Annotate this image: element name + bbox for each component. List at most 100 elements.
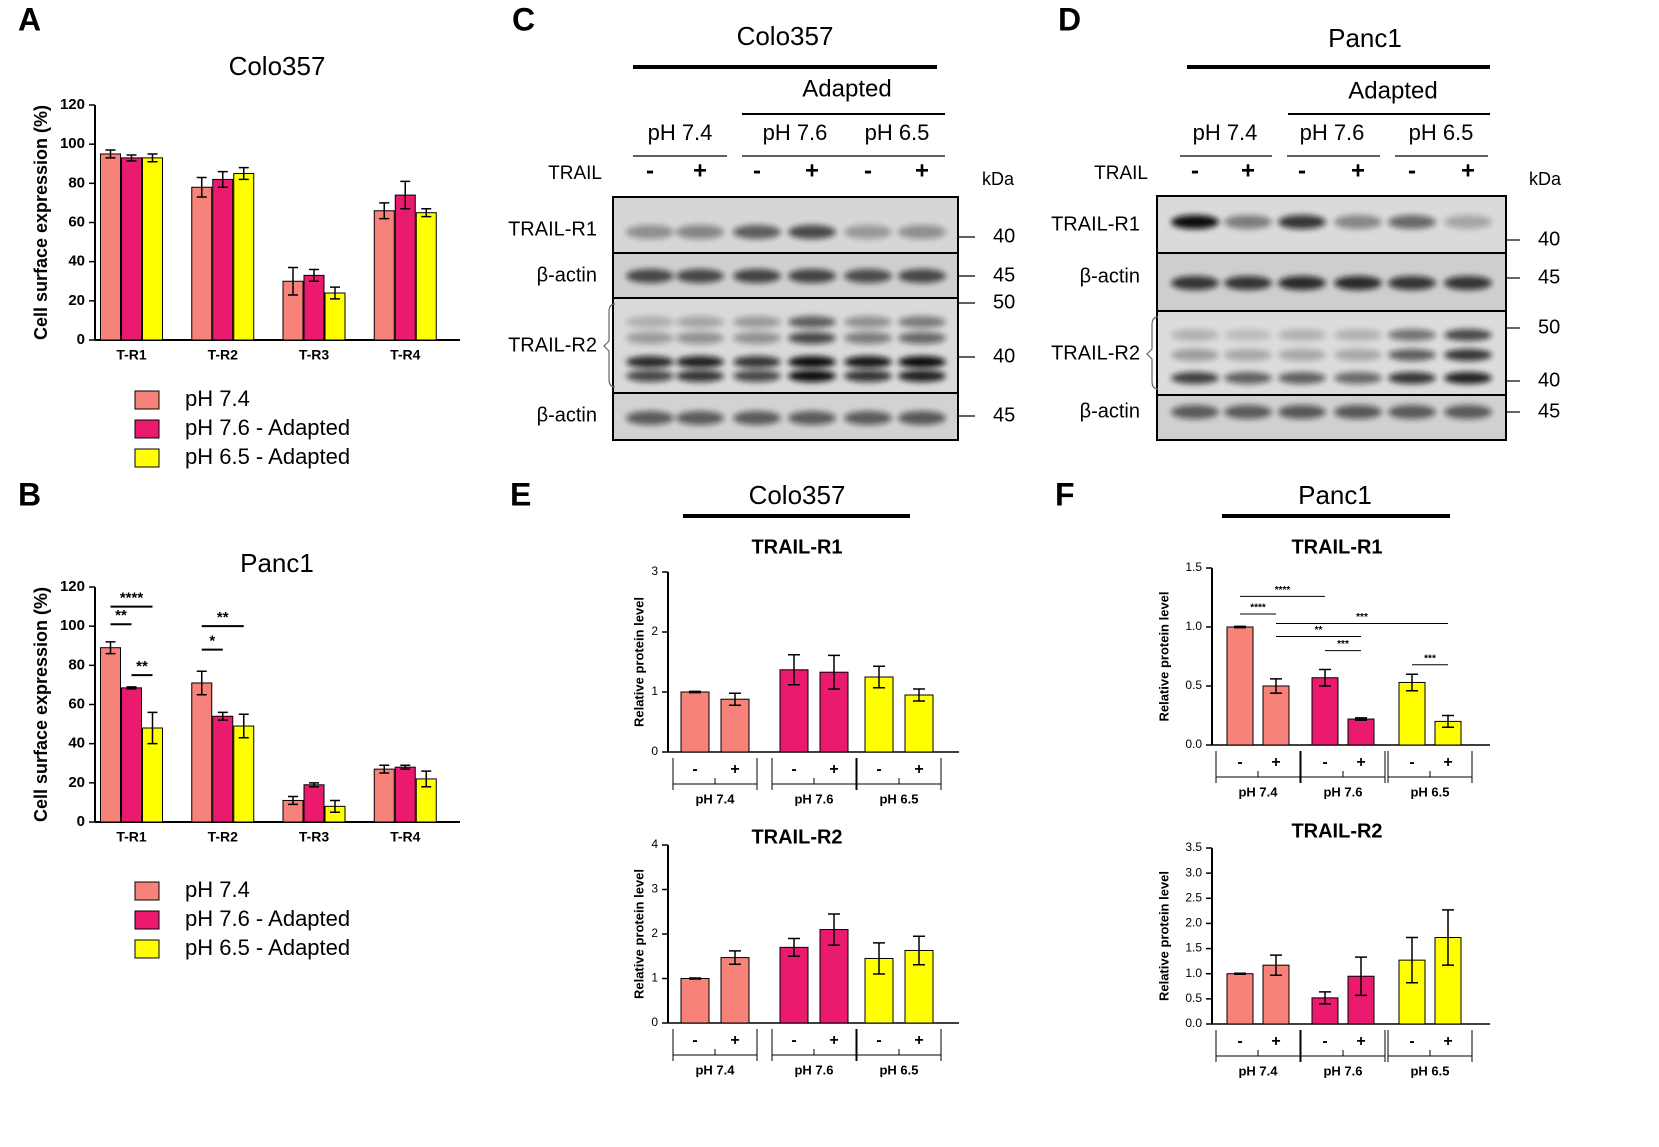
x-tick-label: - [1409,1033,1414,1050]
x-tick-label: T-R1 [116,347,147,363]
treatment-sign: + [1241,157,1255,184]
bar [233,725,255,823]
bar [373,768,395,823]
group-label: pH 7.6 [763,120,828,145]
panel-letter: E [510,476,531,512]
error-bar [828,913,840,946]
band [626,225,674,239]
blot-row [1156,394,1507,441]
y-tick-label: 3.0 [1185,865,1202,879]
group-bracket [1300,1030,1386,1062]
y-tick-label: 80 [68,656,85,673]
error-bar [913,935,925,966]
error-bar [1270,954,1282,976]
y-tick-label: 100 [60,617,85,634]
group-bracket [771,1029,857,1061]
error-bar [379,202,390,220]
significance-label: ** [115,607,127,624]
y-tick-label: 0.0 [1185,737,1202,751]
group-label: pH 7.6 [794,791,833,806]
band [898,370,946,382]
bar [233,173,255,341]
bar [373,210,395,341]
y-axis-label: Relative protein level [631,597,646,727]
group-label: pH 7.4 [648,120,713,145]
x-tick-label: - [692,1032,697,1049]
error-bar [689,977,701,980]
error-bar [147,711,158,745]
band [1224,372,1272,384]
treatment-sign: + [915,157,929,184]
band [844,356,892,368]
legend-swatch [134,881,160,901]
band [898,225,946,239]
y-tick-label: 60 [68,213,85,230]
y-tick-label: 2 [651,926,658,940]
marker-label: 45 [993,264,1015,286]
band [1444,215,1492,229]
y-tick-label: 3.5 [1185,840,1202,854]
band [1334,329,1382,341]
error-bar [400,764,411,770]
band [1388,215,1436,229]
error-bar [196,176,207,198]
treatment-sign: + [693,157,707,184]
chart-title: TRAIL-R1 [751,536,842,558]
bar [904,694,934,753]
x-tick-label: T-R3 [299,347,330,363]
group-label: pH 6.5 [1410,784,1449,799]
band [1444,276,1492,290]
error-bar [1319,991,1331,1005]
group-bracket [771,758,857,790]
bar [415,212,437,341]
band [898,332,946,344]
group-bracket [856,758,942,790]
band [733,225,781,239]
y-axis-label: Cell surface expression (%) [31,105,51,340]
kda-label: kDa [982,169,1015,189]
band [1278,329,1326,341]
group-label: pH 6.5 [879,791,918,806]
band [733,332,781,344]
x-tick-label: + [730,1032,739,1049]
legend-label: pH 6.5 - Adapted [185,444,350,469]
band [1278,276,1326,290]
error-bar [421,208,432,218]
band [1444,349,1492,361]
error-bar [238,713,249,739]
error-bar [400,180,411,210]
significance-label: **** [1250,603,1266,614]
error-bar [105,149,116,159]
marker-label: 40 [993,225,1015,247]
group-label: pH 7.6 [1323,1063,1362,1078]
error-bar [873,665,885,689]
significance-label: ** [1315,625,1323,636]
x-tick-label: + [1271,754,1280,771]
treatment-sign: - [1191,157,1199,184]
bar [720,957,750,1024]
band [1278,372,1326,384]
band [676,370,724,382]
significance-label: *** [1337,639,1349,650]
significance-label: *** [1356,612,1368,623]
band [676,332,724,344]
y-axis-label: Cell surface expression (%) [31,587,51,822]
panel-letter: A [18,1,41,37]
y-axis-label: Relative protein level [1156,871,1171,1001]
band [1278,349,1326,361]
row-bracket [603,303,616,388]
panel-letter: D [1058,1,1081,37]
y-tick-label: 20 [68,774,85,791]
error-bar [217,170,228,188]
y-tick-label: 3 [651,564,658,578]
marker-label: 45 [1538,400,1560,422]
y-tick-label: 1 [651,971,658,985]
y-tick-label: 40 [68,253,85,270]
significance-label: **** [120,590,144,607]
band [1171,276,1219,290]
error-bar [309,268,319,282]
band [844,370,892,382]
bar [100,153,121,341]
marker-label: 50 [993,291,1015,313]
